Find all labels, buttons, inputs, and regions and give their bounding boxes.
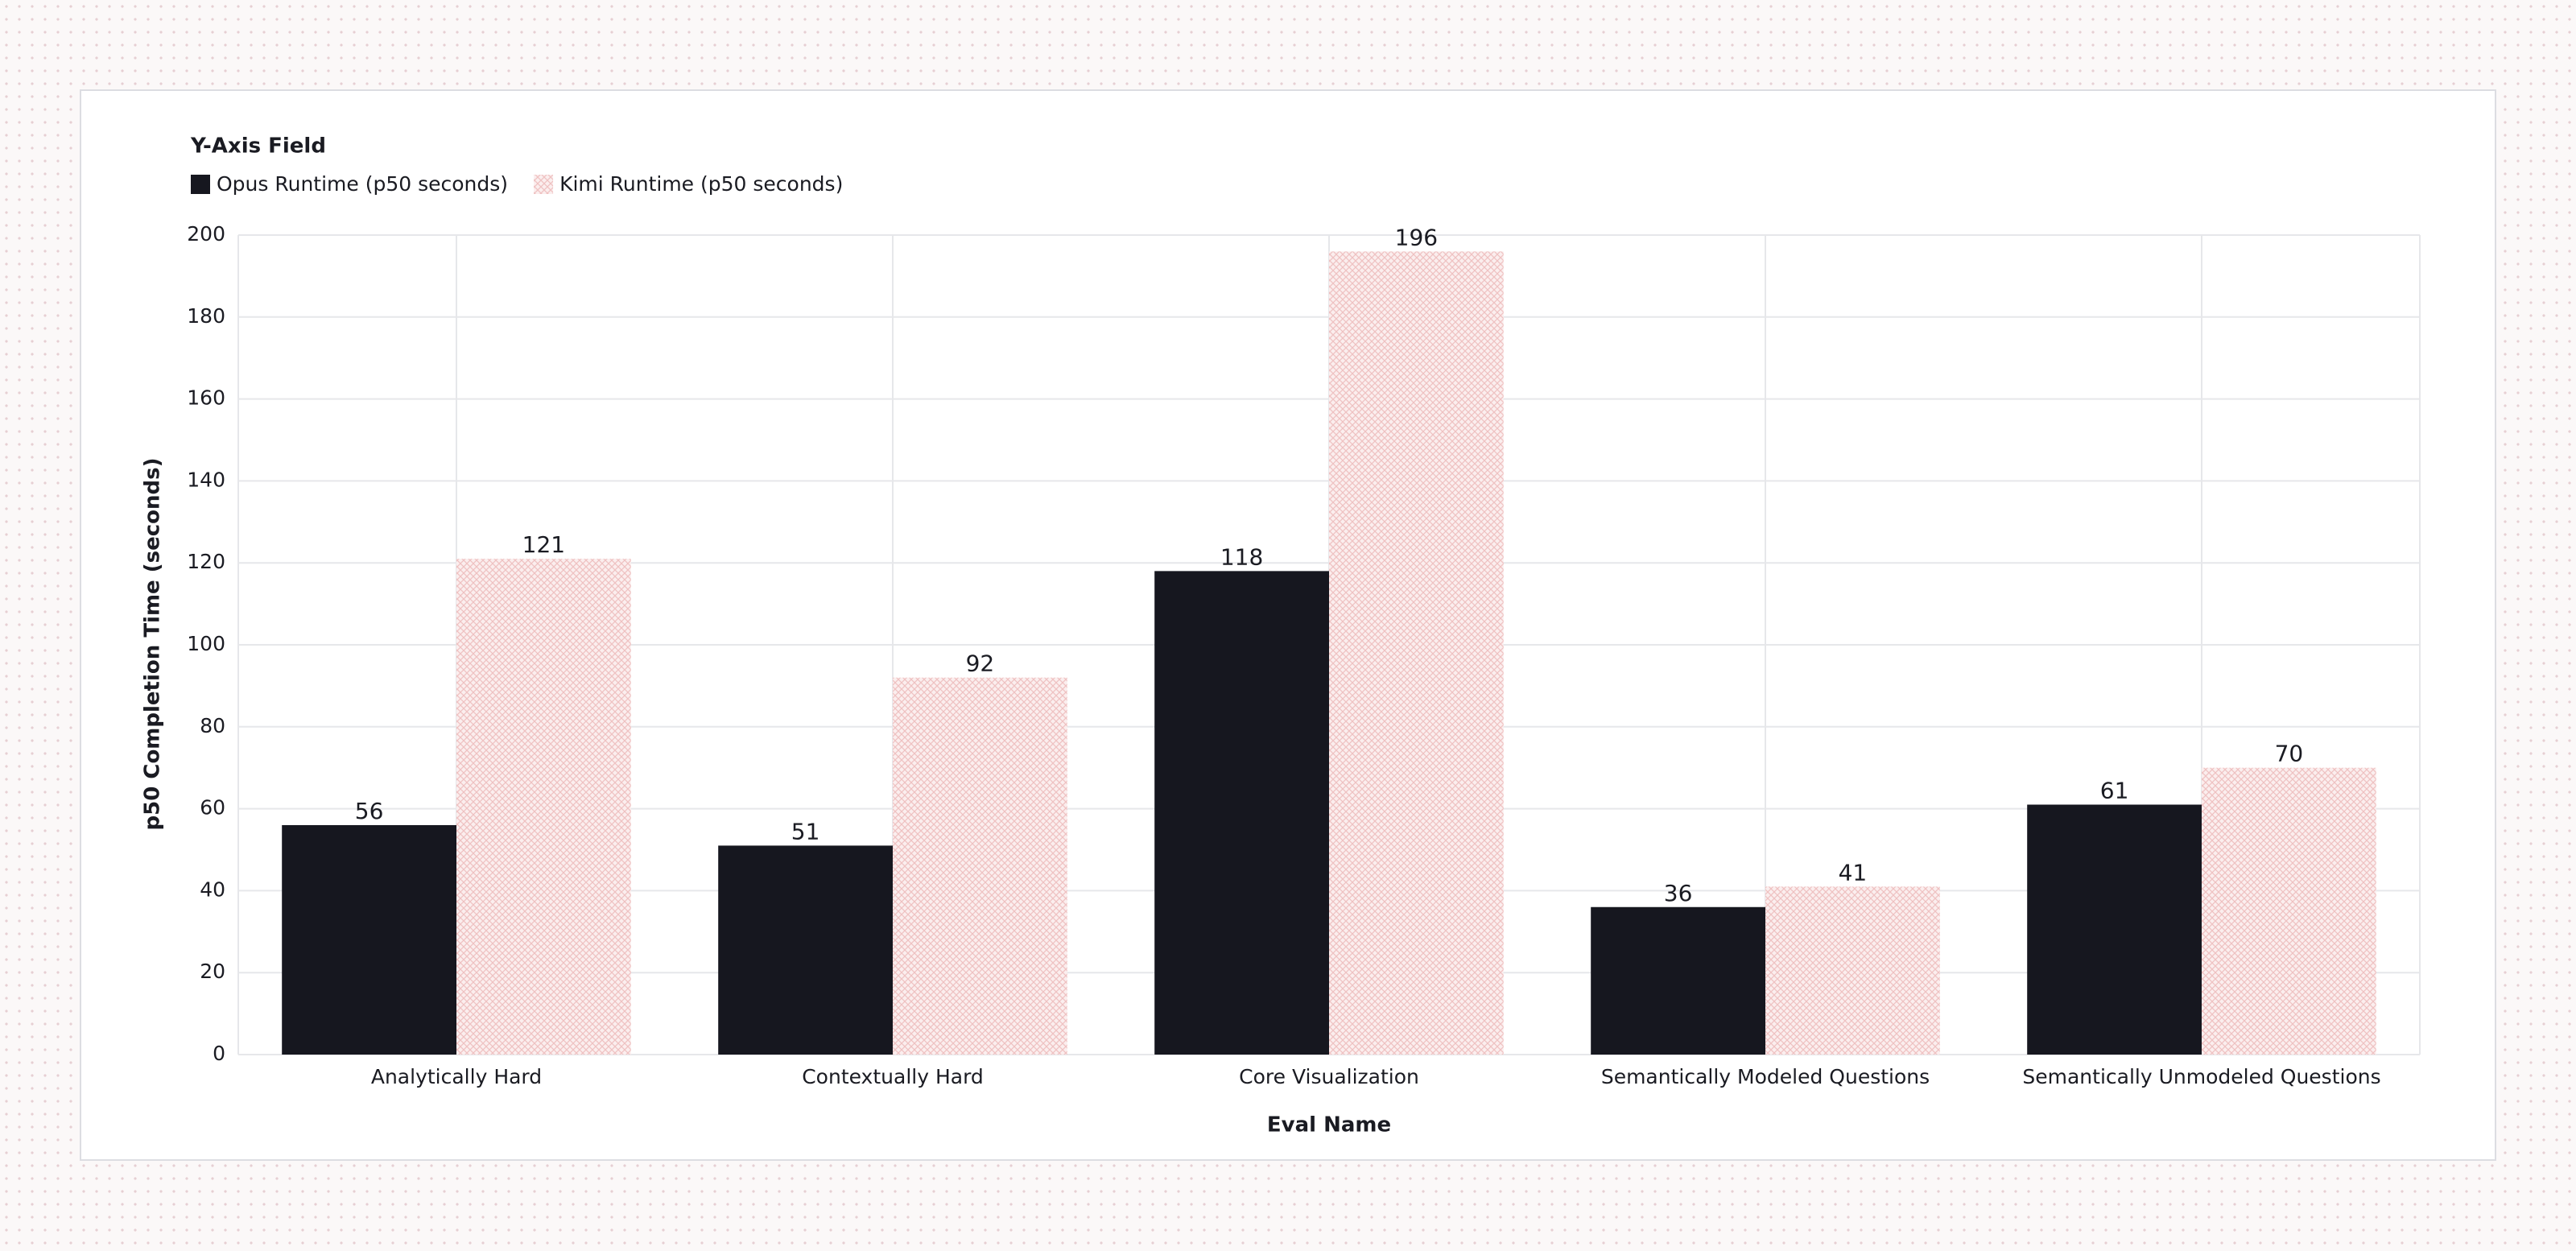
bar <box>1329 251 1504 1055</box>
x-tick-label: Analytically Hard <box>371 1065 542 1088</box>
bar <box>1154 571 1329 1055</box>
y-tick-label: 60 <box>200 796 225 820</box>
y-tick-label: 40 <box>200 877 225 901</box>
y-tick-label: 100 <box>187 632 225 655</box>
data-label: 92 <box>966 650 995 677</box>
data-label: 70 <box>2275 741 2304 767</box>
legend-swatch <box>191 175 210 194</box>
data-label: 56 <box>355 798 384 824</box>
y-tick-label: 140 <box>187 468 225 491</box>
y-tick-label: 20 <box>200 960 225 983</box>
bar <box>718 845 893 1055</box>
bar <box>456 559 631 1055</box>
y-tick-label: 0 <box>213 1042 225 1065</box>
legend-title: Y-Axis Field <box>190 134 326 159</box>
data-label: 196 <box>1395 224 1438 250</box>
x-tick-label: Core Visualization <box>1239 1065 1419 1088</box>
data-label: 118 <box>1220 543 1263 570</box>
y-tick-label: 180 <box>187 304 225 328</box>
x-tick-label: Semantically Modeled Questions <box>1601 1065 1930 1088</box>
bar <box>282 824 456 1055</box>
x-axis-title: Eval Name <box>1267 1113 1391 1137</box>
y-tick-label: 120 <box>187 550 225 573</box>
bar <box>1765 886 1940 1055</box>
data-label: 41 <box>1839 859 1868 886</box>
y-tick-label: 200 <box>187 222 225 246</box>
bar <box>1591 906 1765 1055</box>
legend-swatch <box>534 175 554 194</box>
bar <box>893 677 1067 1055</box>
data-label: 61 <box>2100 778 2129 804</box>
y-axis-title: p50 Completion Time (seconds) <box>141 458 165 831</box>
x-tick-label: Contextually Hard <box>802 1065 984 1088</box>
data-label: 36 <box>1664 880 1693 906</box>
bar <box>2202 767 2376 1055</box>
y-tick-label: 80 <box>200 714 225 737</box>
legend-label: Kimi Runtime (p50 seconds) <box>559 172 843 196</box>
bar <box>2027 804 2202 1055</box>
data-label: 121 <box>522 531 565 558</box>
x-tick-label: Semantically Unmodeled Questions <box>2022 1065 2380 1088</box>
legend-label: Opus Runtime (p50 seconds) <box>217 172 508 196</box>
data-label: 51 <box>791 818 820 844</box>
y-tick-label: 160 <box>187 386 225 410</box>
